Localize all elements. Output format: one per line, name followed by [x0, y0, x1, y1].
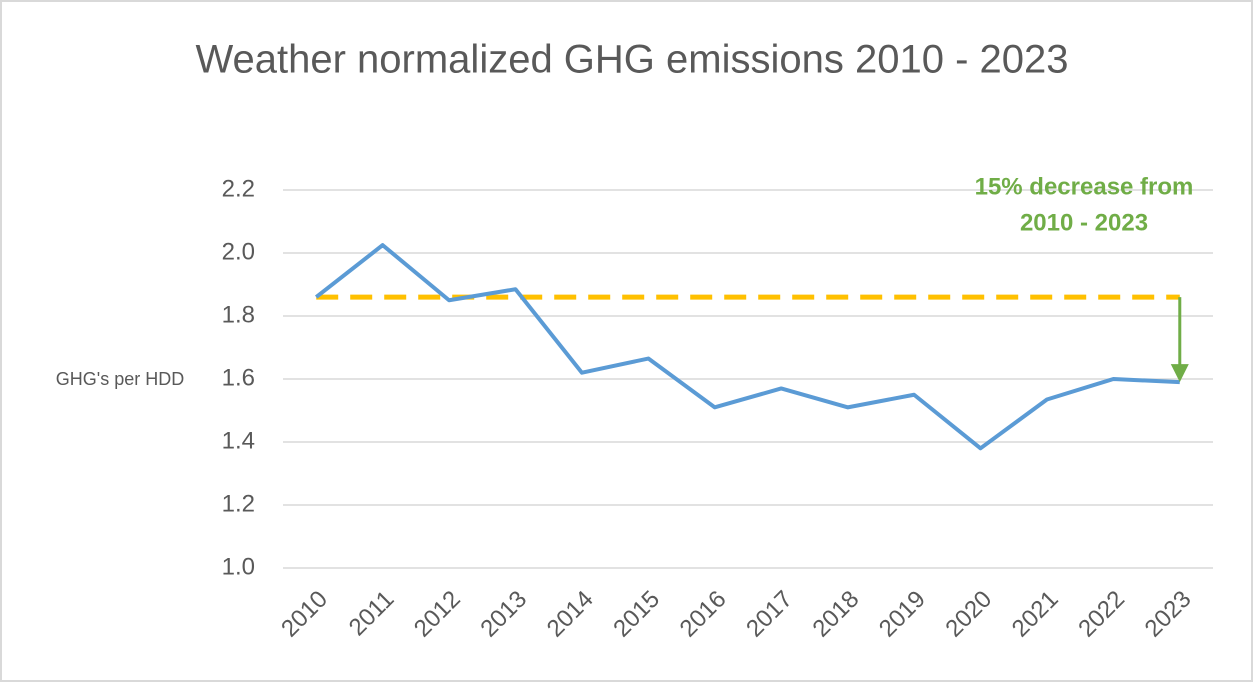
y-tick-label: 1.4	[222, 427, 255, 454]
y-tick-label: 2.2	[222, 175, 255, 202]
y-axis-label: GHG's per HDD	[56, 369, 184, 389]
y-tick-label: 1.8	[222, 301, 255, 328]
chart-title: Weather normalized GHG emissions 2010 - …	[195, 38, 1068, 82]
y-tick-label: 1.6	[222, 364, 255, 391]
annotation: 2010 - 2023	[1020, 209, 1148, 236]
annotation: 15% decrease from	[975, 173, 1194, 200]
y-tick-label: 1.0	[222, 553, 255, 580]
y-tick-label: 1.2	[222, 490, 255, 517]
data-line	[314, 243, 1180, 451]
arrow-head	[1170, 364, 1189, 383]
y-tick-label: 2.0	[222, 238, 255, 265]
